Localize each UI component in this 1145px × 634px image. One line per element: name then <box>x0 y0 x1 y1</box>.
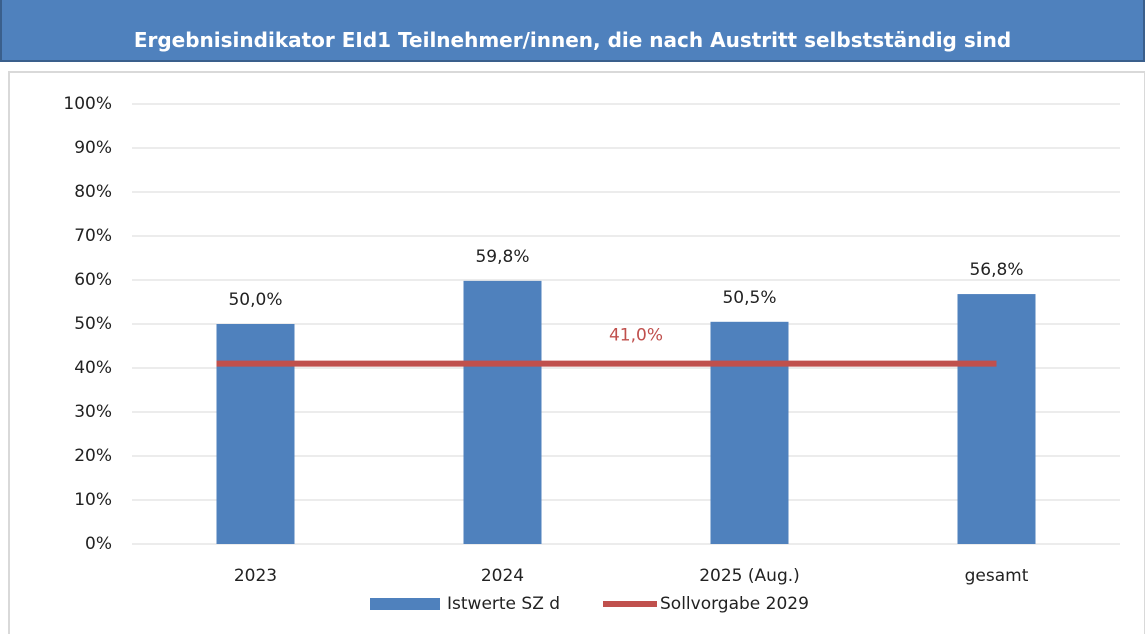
chart-border <box>8 71 1145 634</box>
x-tick-label: 2023 <box>234 566 277 586</box>
x-tick-label: 2024 <box>481 566 524 586</box>
y-tick-label: 0% <box>85 534 112 554</box>
data-label: 41,0% <box>609 326 663 346</box>
y-tick-label: 20% <box>74 446 112 466</box>
data-label: 50,5% <box>722 288 776 308</box>
data-label: 50,0% <box>228 290 282 310</box>
x-tick-label: gesamt <box>965 566 1029 586</box>
x-tick-label: 2025 (Aug.) <box>699 566 800 586</box>
y-tick-label: 100% <box>63 94 112 114</box>
y-tick-label: 80% <box>74 182 112 202</box>
bar <box>710 321 789 544</box>
y-tick-label: 60% <box>74 270 112 290</box>
bar <box>216 324 295 544</box>
data-label: 59,8% <box>475 247 529 267</box>
bar <box>957 294 1036 544</box>
y-tick-label: 10% <box>74 490 112 510</box>
y-tick-label: 40% <box>74 358 112 378</box>
bar <box>463 280 542 544</box>
data-label: 56,8% <box>969 260 1023 280</box>
y-tick-label: 90% <box>74 138 112 158</box>
legend-label: Sollvorgabe 2029 <box>660 594 809 614</box>
legend-label: Istwerte SZ d <box>447 594 560 614</box>
y-tick-label: 30% <box>74 402 112 422</box>
y-tick-label: 50% <box>74 314 112 334</box>
chart-title: Ergebnisindikator EId1 Teilnehmer/innen,… <box>0 0 1145 62</box>
legend-swatch <box>370 598 440 610</box>
y-tick-label: 70% <box>74 226 112 246</box>
